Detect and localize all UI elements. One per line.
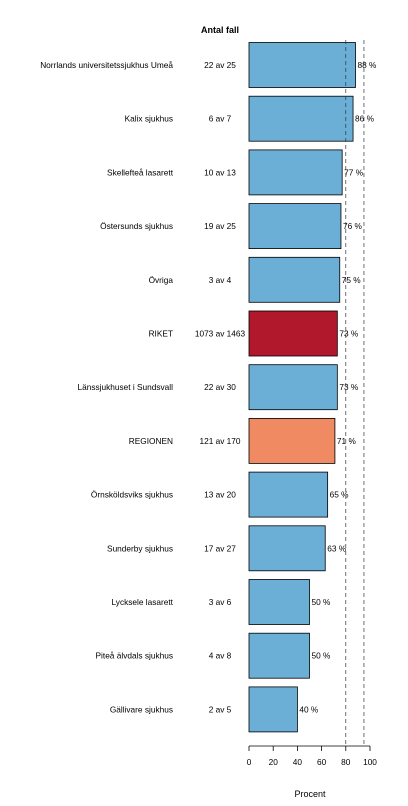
bar-row: Länssjukhuset i Sundsvall 22 av 30 73 % <box>78 364 359 411</box>
category-label: Örnsköldsviks sjukhus <box>91 490 173 500</box>
value-label: 86 % <box>355 114 375 124</box>
bar-row: Östersunds sjukhus 19 av 25 76 % <box>100 203 363 250</box>
bar-row: REGIONEN 121 av 170 71 % <box>129 417 357 464</box>
value-label: 65 % <box>330 490 350 500</box>
x-axis: 0 20 40 60 80 100 <box>247 745 377 767</box>
count-label: 19 av 25 <box>204 221 236 231</box>
value-label: 73 % <box>339 382 359 392</box>
bar <box>248 364 338 411</box>
value-label: 76 % <box>343 221 363 231</box>
category-label: Östersunds sjukhus <box>100 221 173 231</box>
count-label: 3 av 6 <box>209 597 232 607</box>
bar <box>248 525 326 572</box>
x-tick-label: 0 <box>247 757 252 767</box>
value-label: 40 % <box>299 704 319 714</box>
bar-row: RIKET 1073 av 1463 73 % <box>149 310 359 357</box>
bar <box>248 256 341 303</box>
category-label: Sunderby sjukhus <box>107 543 173 553</box>
count-label: 17 av 27 <box>204 543 236 553</box>
value-label: 88 % <box>357 60 377 70</box>
value-label: 71 % <box>337 436 357 446</box>
category-label: Övriga <box>149 275 174 285</box>
count-label: 121 av 170 <box>199 436 240 446</box>
value-label: 63 % <box>327 543 347 553</box>
bar-row: Örnsköldsviks sjukhus 13 av 20 65 % <box>91 471 350 518</box>
category-label: Norrlands universitetssjukhus Umeå <box>40 60 173 70</box>
bar-row: Skellefteå lasarett 10 av 13 77 % <box>107 149 364 196</box>
count-column-header: Antal fall <box>201 25 239 35</box>
value-label: 50 % <box>312 597 332 607</box>
bar <box>248 471 329 518</box>
category-label: Piteå älvdals sjukhus <box>96 651 173 661</box>
bar-row: Gällivare sjukhus 2 av 5 40 % <box>110 686 319 733</box>
bar <box>248 203 342 250</box>
category-label: RIKET <box>149 329 173 339</box>
category-label: Lycksele lasarett <box>112 597 174 607</box>
value-label: 73 % <box>339 329 359 339</box>
bar <box>248 686 298 733</box>
category-label: Skellefteå lasarett <box>107 167 174 177</box>
bar-row: Kalix sjukhus 6 av 7 86 % <box>125 95 375 142</box>
value-label: 75 % <box>342 275 362 285</box>
count-label: 2 av 5 <box>209 704 232 714</box>
x-tick-label: 100 <box>363 757 377 767</box>
reference-lines-layer <box>345 40 365 746</box>
bar <box>248 417 336 464</box>
bar-row: Lycksele lasarett 3 av 6 50 % <box>112 579 332 625</box>
value-label: 50 % <box>312 651 332 661</box>
count-label: 22 av 30 <box>204 382 236 392</box>
category-label: REGIONEN <box>129 436 173 446</box>
x-tick-label: 80 <box>341 757 351 767</box>
bar <box>248 579 310 625</box>
bar-row: Norrlands universitetssjukhus Umeå 22 av … <box>40 42 377 88</box>
count-label: 3 av 4 <box>209 275 232 285</box>
x-tick-label: 60 <box>317 757 327 767</box>
bar <box>248 149 343 196</box>
bar <box>248 310 338 357</box>
category-label: Länssjukhuset i Sundsvall <box>78 382 174 392</box>
count-label: 6 av 7 <box>209 114 232 124</box>
x-axis-label: Procent <box>294 789 326 799</box>
count-label: 4 av 8 <box>209 651 232 661</box>
bar-row: Piteå älvdals sjukhus 4 av 8 50 % <box>96 632 332 679</box>
category-label: Kalix sjukhus <box>125 114 173 124</box>
category-label: Gällivare sjukhus <box>110 704 173 714</box>
bar <box>248 95 354 142</box>
count-label: 10 av 13 <box>204 167 236 177</box>
value-label: 77 % <box>344 167 364 177</box>
bar <box>248 42 356 88</box>
bar <box>248 632 310 679</box>
x-tick-label: 40 <box>293 757 303 767</box>
x-tick-label: 20 <box>269 757 279 767</box>
count-label: 22 av 25 <box>204 60 236 70</box>
bars-layer: Norrlands universitetssjukhus Umeå 22 av … <box>40 42 377 733</box>
bar-row: Övriga 3 av 4 75 % <box>149 256 362 303</box>
count-label: 1073 av 1463 <box>195 329 246 339</box>
count-label: 13 av 20 <box>204 490 236 500</box>
bar-row: Sunderby sjukhus 17 av 27 63 % <box>107 525 347 572</box>
